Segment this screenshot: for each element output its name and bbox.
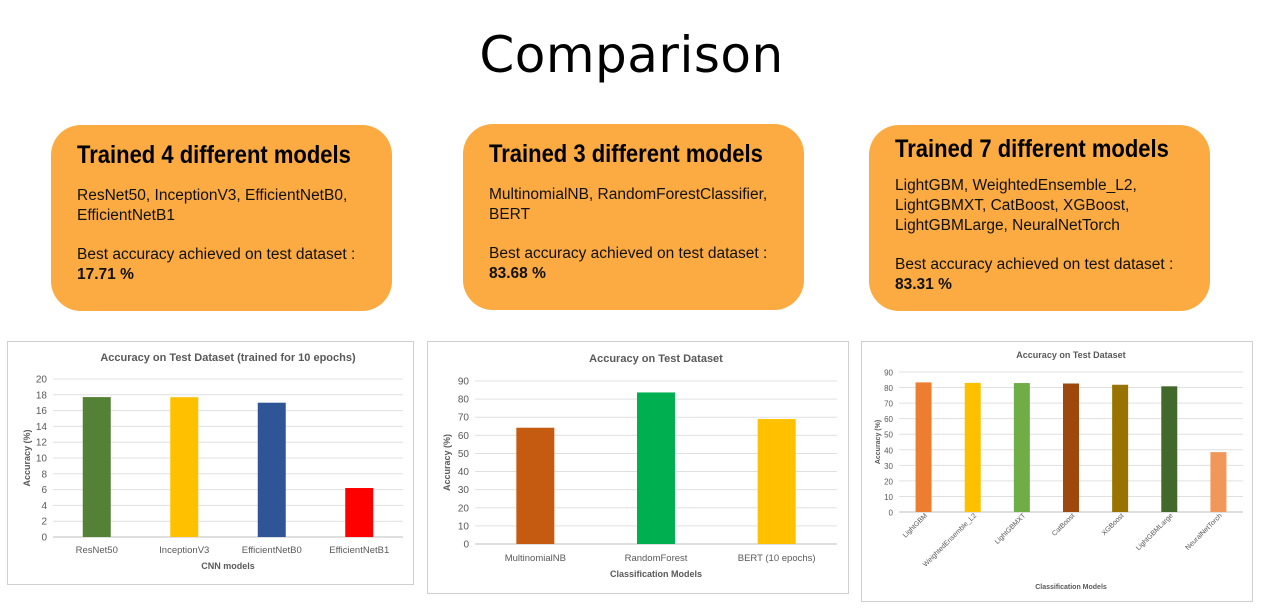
bar-efficientnetb1 (345, 488, 374, 537)
chart-title: Accuracy on Test Dataset (trained for 10… (100, 352, 356, 364)
y-tick-label: 90 (458, 377, 470, 388)
x-axis-label: Classification Models (1035, 584, 1107, 591)
card-models-list: MultinomialNB, RandomForestClassifier, B… (489, 186, 768, 223)
bar-weightedensemble-l2 (964, 382, 981, 512)
x-tick-label: ResNet50 (76, 545, 118, 556)
card-accuracy-value: 83.31 % (895, 276, 952, 293)
y-tick-label: 30 (884, 462, 893, 471)
bar-lightgbmlarge (1161, 386, 1178, 512)
y-tick-label: 60 (458, 431, 470, 442)
chart-cnn-accuracy: Accuracy on Test Dataset (trained for 10… (7, 341, 414, 585)
y-tick-label: 50 (884, 431, 893, 440)
x-tick-label: LightGBMLarge (1135, 512, 1175, 552)
x-tick-label: NeuralNetTorch (1184, 512, 1223, 551)
y-tick-label: 4 (41, 501, 47, 512)
x-axis-label: Classification Models (610, 569, 702, 579)
card-heading: Trained 7 different models (895, 135, 1169, 163)
x-tick-label: RandomForest (625, 553, 688, 564)
x-tick-label: InceptionV3 (159, 545, 209, 556)
y-tick-label: 20 (458, 503, 470, 514)
x-tick-label: LightGBMXT (994, 512, 1028, 546)
x-axis-label: CNN models (201, 561, 255, 571)
y-tick-label: 10 (884, 493, 893, 502)
card-automl-models: Trained 7 different models LightGBM, Wei… (869, 125, 1210, 311)
y-tick-label: 2 (41, 517, 47, 528)
chart-title: Accuracy on Test Dataset (1016, 350, 1125, 360)
chart-cnn-accuracy-svg: Accuracy on Test Dataset (trained for 10… (22, 352, 403, 571)
card-accuracy-label: Best accuracy achieved on test dataset : (489, 245, 768, 262)
bar-multinomialnb (516, 427, 555, 544)
x-tick-label: WeightedEnsemble_L2 (922, 512, 978, 568)
y-tick-label: 10 (36, 454, 48, 465)
y-tick-label: 80 (458, 395, 470, 406)
y-tick-label: 90 (884, 369, 893, 378)
y-tick-label: 40 (458, 467, 470, 478)
x-tick-label: CatBoost (1051, 512, 1076, 537)
y-tick-label: 6 (41, 485, 47, 496)
chart-automl-accuracy: Accuracy on Test Dataset 0 10 20 30 40 50 60 70 8… (861, 341, 1253, 602)
card-accuracy-label: Best accuracy achieved on test dataset : (895, 256, 1174, 273)
y-tick-label: 16 (36, 406, 48, 417)
card-models-list: ResNet50, InceptionV3, EfficientNetB0, E… (77, 187, 348, 224)
chart-title: Accuracy on Test Dataset (589, 353, 723, 365)
y-tick-label: 60 (884, 415, 893, 424)
y-tick-label: 20 (36, 375, 48, 386)
bar-neuralnettorch (1210, 452, 1227, 512)
y-tick-label: 70 (884, 400, 893, 409)
card-text-models: Trained 3 different models MultinomialNB… (463, 124, 804, 310)
card-accuracy-label: Best accuracy achieved on test dataset : (77, 246, 356, 263)
x-tick-label: EfficientNetB1 (329, 545, 389, 556)
y-tick-label: 12 (36, 438, 48, 449)
card-heading: Trained 4 different models (77, 141, 351, 169)
bar-efficientnetb0 (257, 402, 286, 537)
y-tick-label: 50 (458, 449, 470, 460)
y-axis-label: Accuracy (%) (22, 429, 32, 486)
y-tick-label: 0 (463, 540, 469, 551)
chart-classification-accuracy: Accuracy on Test Dataset 0 10 20 30 40 50 60 70 8… (427, 341, 849, 594)
card-accuracy-value: 83.68 % (489, 265, 546, 282)
bar-xgboost (1112, 384, 1129, 512)
chart-classification-accuracy-svg: Accuracy on Test Dataset 0 10 20 30 40 50 60 70 8… (442, 353, 837, 579)
x-tick-label: BERT (10 epochs) (738, 553, 816, 564)
card-heading: Trained 3 different models (489, 140, 763, 168)
page-title: Comparison (479, 26, 784, 84)
bar-resnet50 (82, 397, 111, 537)
bar-lightgbm (915, 382, 932, 512)
x-tick-label: LightGBM (902, 512, 929, 539)
y-tick-label: 40 (884, 446, 893, 455)
bar-randomforest (637, 392, 675, 544)
x-tick-label: XGBoost (1101, 512, 1126, 537)
card-accuracy-value: 17.71 % (77, 266, 134, 283)
y-tick-label: 0 (41, 533, 47, 544)
bar-lightgbmxt (1013, 383, 1030, 512)
y-tick-label: 0 (889, 509, 894, 518)
y-axis-label: Accuracy (%) (875, 420, 882, 464)
card-models-list: LightGBM, WeightedEnsemble_L2, LightGBMX… (895, 177, 1137, 234)
y-tick-label: 18 (36, 390, 48, 401)
bar-inceptionv3 (170, 397, 199, 537)
bar-bert-10-epochs- (757, 419, 796, 544)
card-cnn-models: Trained 4 different models ResNet50, Inc… (51, 125, 392, 311)
x-tick-label: EfficientNetB0 (242, 545, 302, 556)
chart-automl-accuracy-svg: Accuracy on Test Dataset 0 10 20 30 40 50 60 70 8… (875, 350, 1243, 591)
bar-catboost (1063, 383, 1079, 512)
y-tick-label: 80 (884, 384, 893, 393)
y-axis-label: Accuracy (%) (442, 434, 452, 491)
x-tick-label: MultinomialNB (505, 553, 566, 564)
y-tick-label: 30 (458, 485, 470, 496)
y-tick-label: 10 (458, 521, 470, 532)
y-tick-label: 70 (458, 413, 470, 424)
y-tick-label: 8 (41, 469, 47, 480)
y-tick-label: 20 (884, 477, 893, 486)
y-tick-label: 14 (36, 422, 48, 433)
